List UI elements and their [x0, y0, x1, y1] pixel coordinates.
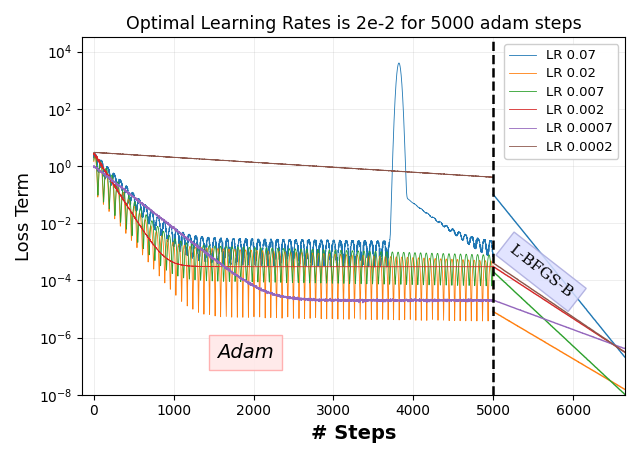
LR 0.0002: [243, 159, 250, 164]
Line: LR 0.0002: LR 0.0002: [93, 152, 493, 177]
LR 0.0007: [163, 219, 170, 225]
LR 0.07: [395, 60, 403, 66]
LR 0.007: [243, 279, 250, 284]
LR 0.02: [419, 273, 426, 278]
Title: Optimal Learning Rates is 2e-2 for 5000 adam steps: Optimal Learning Rates is 2e-2 for 5000 …: [125, 15, 581, 33]
LR 0.07: [163, 226, 170, 231]
LR 0.07: [330, 239, 337, 245]
LR 0.0007: [489, 298, 497, 303]
LR 0.007: [388, 251, 396, 256]
Text: L-BFGS-B: L-BFGS-B: [507, 243, 575, 301]
LR 0.0002: [349, 166, 357, 171]
LR 0.02: [479, 318, 486, 324]
LR 0.0002: [388, 168, 396, 174]
LR 0.02: [243, 250, 250, 256]
LR 0.02: [163, 242, 170, 248]
LR 0.002: [163, 256, 170, 261]
LR 0.07: [388, 183, 396, 189]
LR 0.0007: [243, 278, 250, 284]
LR 0.002: [243, 264, 250, 269]
LR 0.0002: [91, 149, 99, 155]
LR 0.002: [349, 264, 357, 269]
LR 0.02: [91, 153, 99, 159]
LR 0.07: [243, 236, 250, 241]
LR 0.07: [489, 250, 497, 256]
LR 0.007: [489, 263, 497, 269]
Line: LR 0.0007: LR 0.0007: [93, 165, 493, 303]
LR 0.002: [419, 264, 426, 269]
LR 0.02: [349, 269, 357, 275]
LR 0.07: [90, 152, 97, 158]
LR 0.0002: [419, 170, 426, 175]
LR 0.0007: [90, 163, 98, 168]
LR 0.0007: [349, 297, 357, 302]
LR 0.0002: [489, 174, 497, 180]
LR 0.002: [465, 264, 472, 269]
LR 0.0002: [163, 154, 170, 160]
LR 0.002: [489, 264, 497, 269]
Y-axis label: Loss Term: Loss Term: [15, 172, 33, 261]
LR 0.0007: [388, 298, 396, 304]
LR 0.002: [90, 151, 97, 156]
Text: Adam: Adam: [217, 343, 274, 362]
LR 0.0002: [489, 174, 497, 180]
LR 0.02: [388, 258, 396, 264]
LR 0.02: [90, 159, 97, 164]
Legend: LR 0.07, LR 0.02, LR 0.007, LR 0.002, LR 0.0007, LR 0.0002: LR 0.07, LR 0.02, LR 0.007, LR 0.002, LR…: [504, 44, 618, 159]
Line: LR 0.007: LR 0.007: [93, 155, 493, 286]
LR 0.0007: [359, 300, 367, 305]
LR 0.007: [349, 252, 357, 258]
LR 0.0002: [90, 150, 97, 155]
LR 0.007: [90, 158, 97, 163]
Line: LR 0.07: LR 0.07: [93, 63, 493, 267]
LR 0.0002: [330, 164, 337, 170]
X-axis label: # Steps: # Steps: [310, 424, 396, 443]
LR 0.0007: [419, 297, 426, 302]
LR 0.0007: [90, 164, 97, 169]
LR 0.007: [419, 260, 426, 265]
LR 0.07: [383, 264, 391, 270]
LR 0.002: [90, 150, 98, 156]
Line: LR 0.02: LR 0.02: [93, 156, 493, 321]
LR 0.002: [388, 264, 396, 269]
LR 0.007: [488, 283, 496, 289]
LR 0.07: [419, 207, 426, 212]
LR 0.07: [349, 239, 357, 245]
LR 0.002: [330, 264, 337, 269]
LR 0.007: [330, 262, 337, 267]
LR 0.007: [163, 267, 170, 273]
Line: LR 0.002: LR 0.002: [93, 153, 493, 267]
LR 0.007: [91, 152, 99, 158]
LR 0.02: [489, 287, 497, 292]
LR 0.0007: [330, 297, 337, 302]
LR 0.02: [330, 266, 337, 271]
